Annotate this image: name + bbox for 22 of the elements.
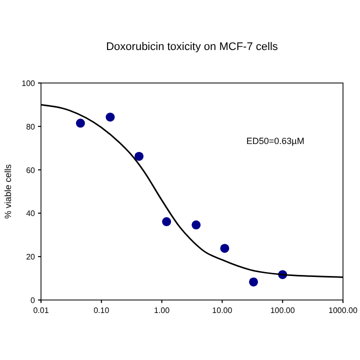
y-tick-label: 0 [30, 296, 36, 305]
x-tick-label: 100.00 [270, 306, 296, 315]
point [162, 217, 172, 226]
point [249, 277, 258, 286]
point [192, 220, 201, 230]
x-tick-label: 0.10 [94, 306, 110, 315]
point [134, 152, 144, 161]
point [106, 112, 115, 122]
y-tick-label: 20 [26, 252, 36, 262]
x-tick-label: 1000.00 [328, 306, 358, 315]
point [220, 244, 230, 253]
x-tick-label: 0.01 [33, 306, 50, 315]
y-tick-label: 60 [26, 166, 36, 175]
x-tick-label: 10.00 [212, 306, 233, 315]
chart-title: Doxorubicin toxicity on MCF-7 cells [106, 41, 278, 53]
annotation: ED50=0.63µM [246, 136, 304, 146]
y-tick-label: 100 [22, 79, 36, 88]
y-tick-label: 80 [26, 122, 36, 132]
point [76, 118, 85, 128]
y-tick-label: 40 [26, 209, 36, 218]
x-tick-label: 1.00 [154, 306, 170, 315]
y-axis-title: % viable cells [3, 164, 13, 219]
